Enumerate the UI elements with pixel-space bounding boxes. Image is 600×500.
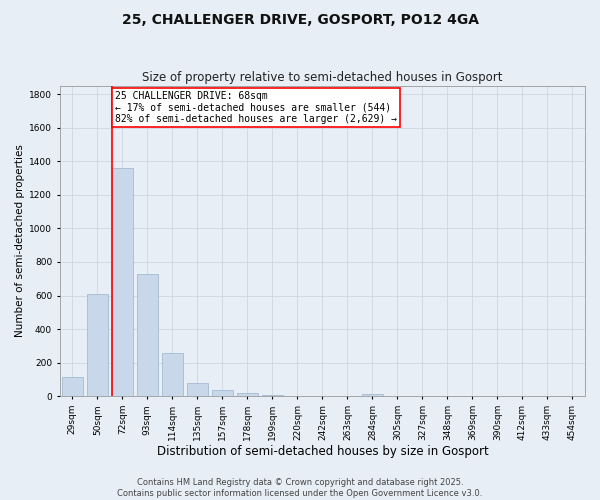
Bar <box>112 168 133 396</box>
Text: 25, CHALLENGER DRIVE, GOSPORT, PO12 4GA: 25, CHALLENGER DRIVE, GOSPORT, PO12 4GA <box>121 12 479 26</box>
Bar <box>212 390 233 396</box>
Text: 25 CHALLENGER DRIVE: 68sqm
← 17% of semi-detached houses are smaller (544)
82% o: 25 CHALLENGER DRIVE: 68sqm ← 17% of semi… <box>115 90 397 124</box>
Bar <box>187 383 208 396</box>
Text: Contains HM Land Registry data © Crown copyright and database right 2025.
Contai: Contains HM Land Registry data © Crown c… <box>118 478 482 498</box>
Bar <box>62 377 83 396</box>
Title: Size of property relative to semi-detached houses in Gosport: Size of property relative to semi-detach… <box>142 72 503 85</box>
X-axis label: Distribution of semi-detached houses by size in Gosport: Distribution of semi-detached houses by … <box>157 444 488 458</box>
Bar <box>86 294 108 396</box>
Bar <box>237 393 258 396</box>
Bar <box>137 274 158 396</box>
Bar <box>162 354 183 397</box>
Bar <box>362 394 383 396</box>
Y-axis label: Number of semi-detached properties: Number of semi-detached properties <box>15 144 25 338</box>
